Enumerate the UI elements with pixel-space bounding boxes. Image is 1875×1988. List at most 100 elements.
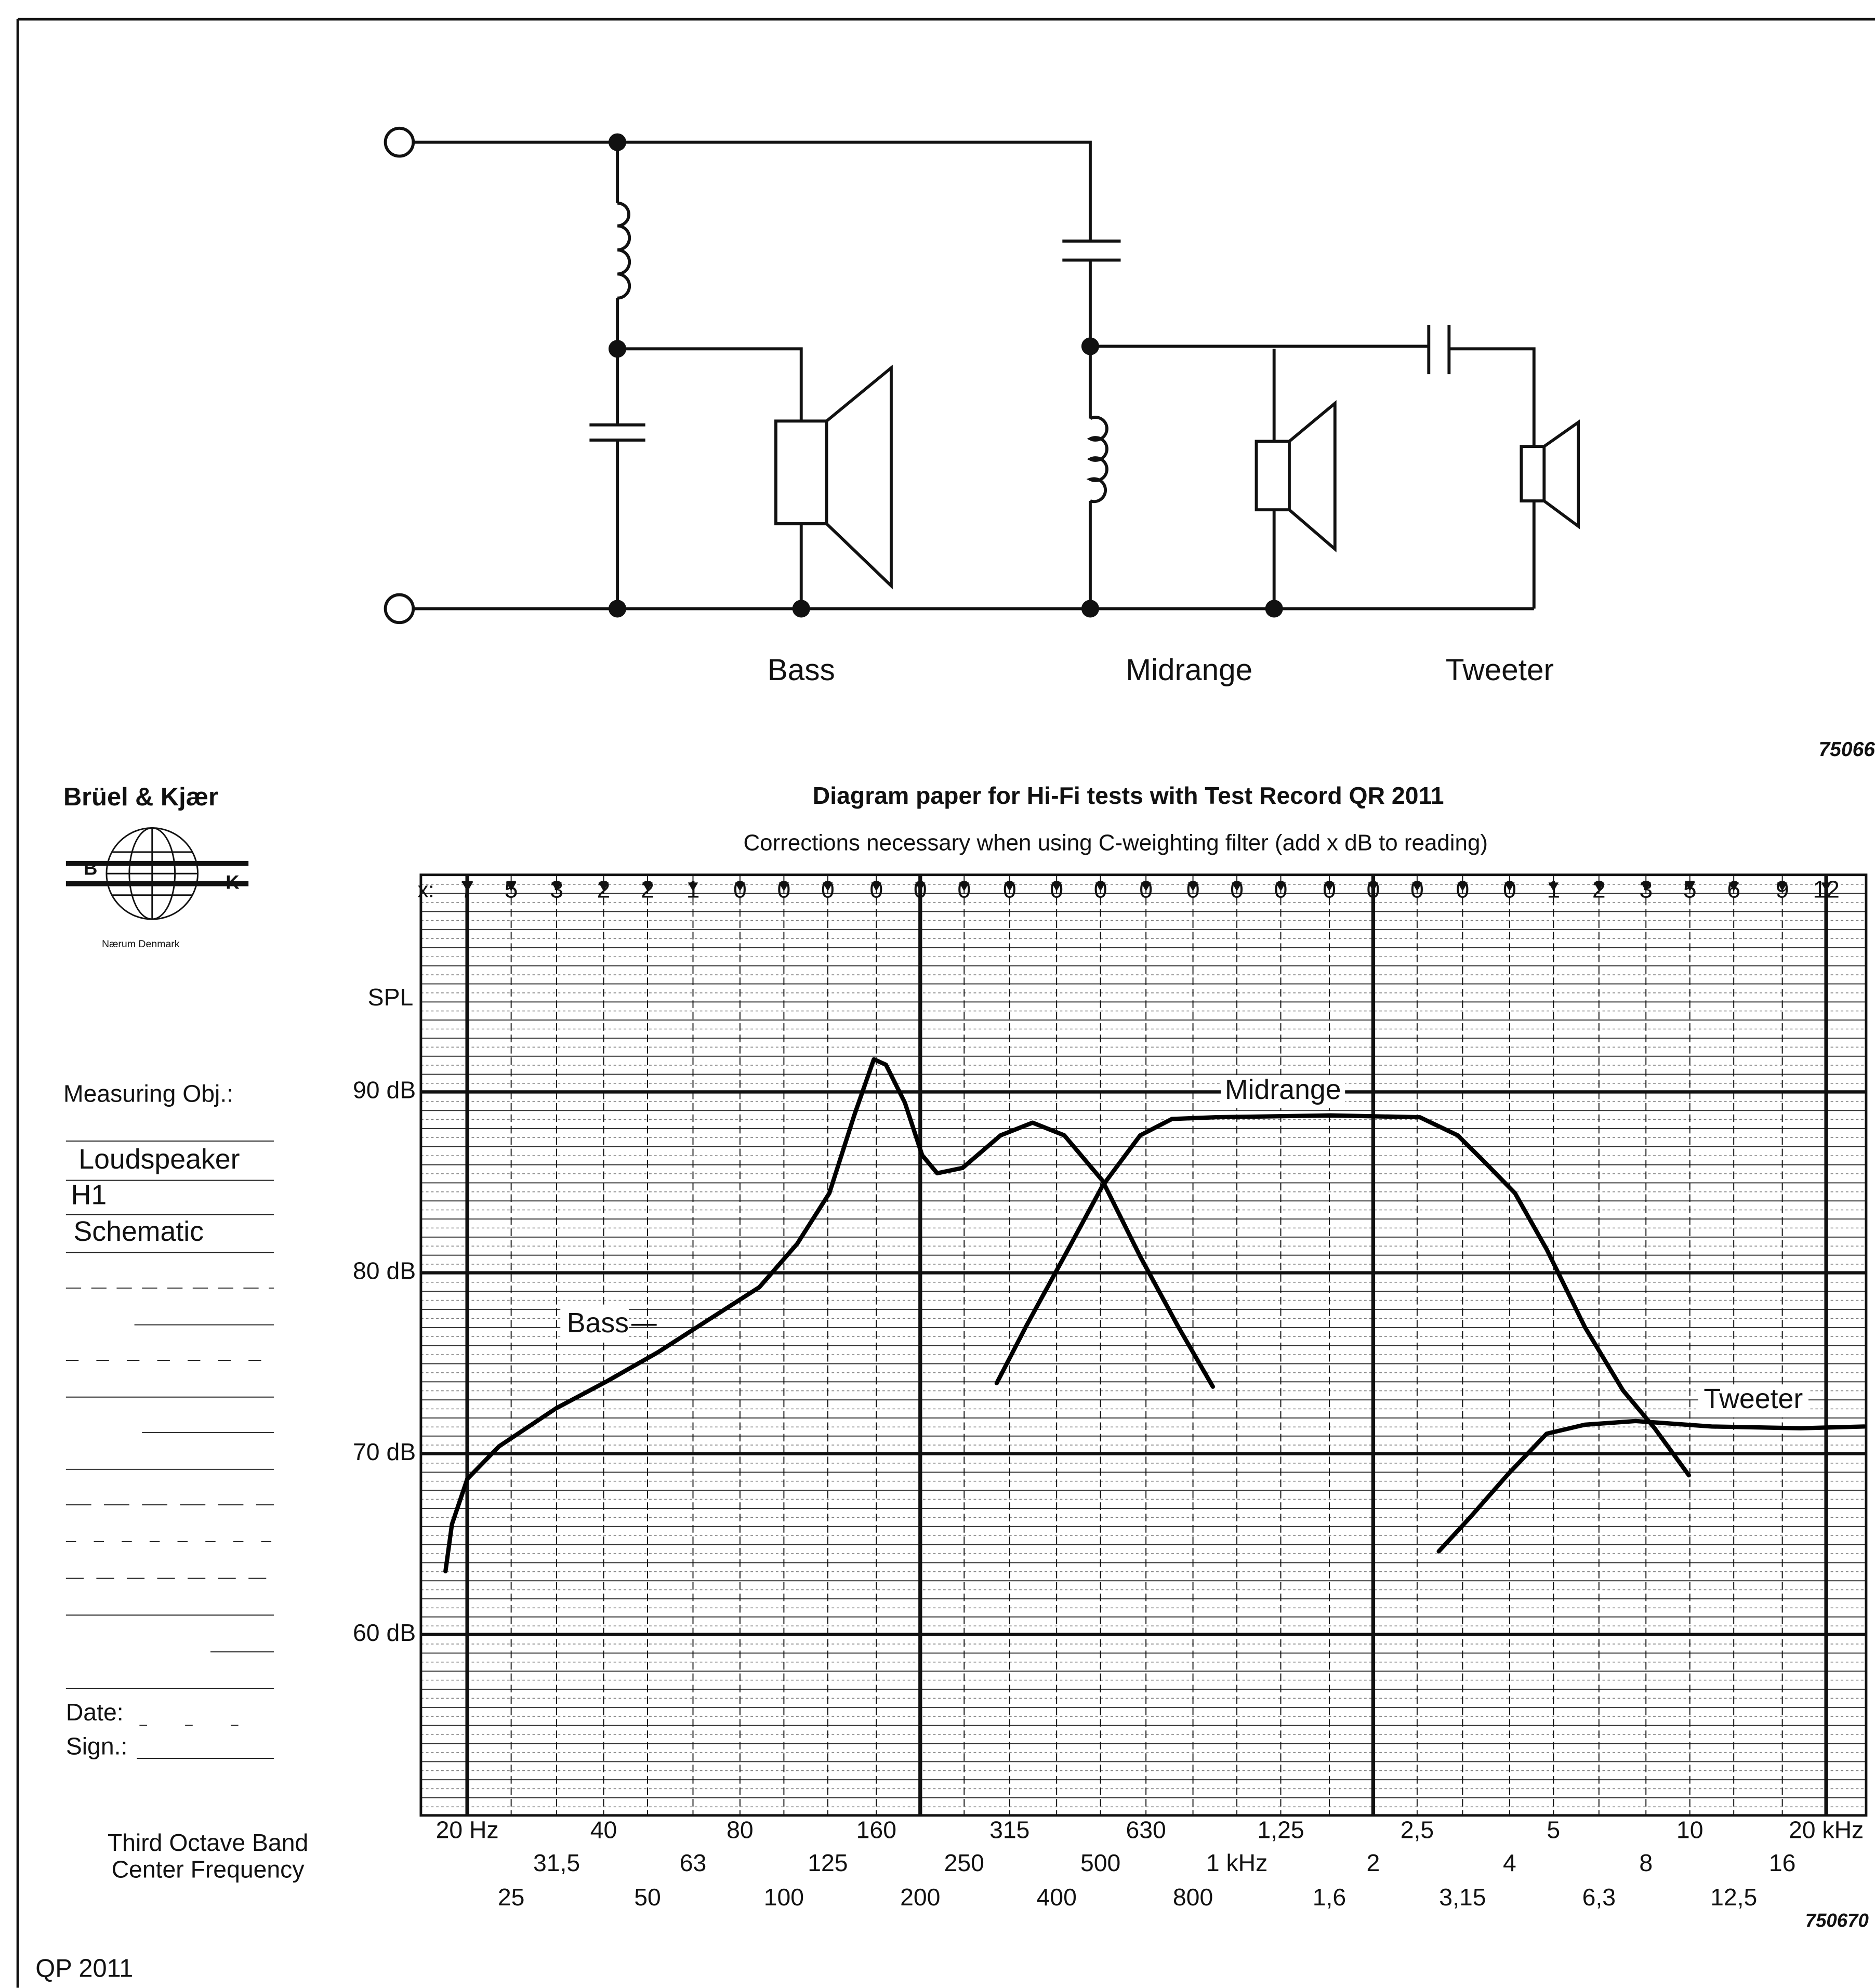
correction-value: 0 <box>957 876 971 903</box>
x-tick-label: 6,3 <box>1582 1884 1616 1911</box>
tick-marker <box>1095 882 1106 892</box>
inductor <box>617 201 631 300</box>
series-line <box>443 1057 1216 1574</box>
tick-marker <box>1684 882 1695 892</box>
tweeter-cone <box>1543 419 1580 529</box>
x-tick-label: 3,15 <box>1439 1884 1486 1911</box>
tick-marker <box>1728 882 1739 892</box>
form-id: QP 2011 <box>35 1954 133 1982</box>
x-tick-label: 125 <box>808 1849 848 1876</box>
x-tick-label: 10 <box>1676 1817 1704 1844</box>
tick-marker <box>1548 882 1559 892</box>
tick-marker <box>871 882 882 892</box>
correction-value: 1 <box>686 876 700 903</box>
x-tick-label: 315 <box>989 1817 1029 1844</box>
correction-value: 0 <box>1003 876 1016 903</box>
correction-value: 0 <box>1050 876 1063 903</box>
tick-marker <box>1141 882 1151 892</box>
series-label-bg <box>560 1308 629 1342</box>
x-tick-label: 1,6 <box>1313 1884 1346 1911</box>
x-tick-label: 16 <box>1769 1849 1796 1876</box>
midrange-speaker <box>1255 440 1291 512</box>
correction-value: 2 <box>597 876 611 903</box>
x-tick-label: 2 <box>1367 1849 1380 1876</box>
x-tick-label: 160 <box>856 1817 896 1844</box>
x-tick-label: 800 <box>1173 1884 1213 1911</box>
correction-value: 3 <box>1639 876 1653 903</box>
junction <box>1081 337 1100 355</box>
x-tick-label: 20 Hz <box>436 1817 499 1844</box>
form-entry: Loudspeaker <box>78 1144 240 1175</box>
junction <box>1081 600 1100 618</box>
tick-marker <box>598 882 609 892</box>
series-label: Tweeter <box>1704 1383 1803 1414</box>
x-tick-label: 31,5 <box>533 1849 580 1876</box>
x-tick-label: 2,5 <box>1401 1817 1434 1844</box>
correction-value: 7 <box>460 876 474 903</box>
x-tick-label: 630 <box>1126 1817 1166 1844</box>
y-tick-label: 70 dB <box>353 1438 416 1465</box>
x-tick-label: 400 <box>1037 1884 1077 1911</box>
logo <box>65 827 249 920</box>
x-tick-label: 200 <box>900 1884 940 1911</box>
measuring-obj: Measuring Obj.: <box>63 1080 233 1107</box>
logo-letter: B <box>84 858 97 879</box>
correction-value: 12 <box>1813 876 1840 903</box>
midrange-cone <box>1288 400 1337 553</box>
correction-value: 0 <box>733 876 747 903</box>
logo-letter: K <box>226 871 240 893</box>
correction-value: 1 <box>1547 876 1560 903</box>
correction-value: 0 <box>1094 876 1107 903</box>
correction-value: 0 <box>1503 876 1516 903</box>
junction <box>792 600 810 618</box>
x-tick-label: 8 <box>1639 1849 1653 1876</box>
series-label-bg <box>1221 1075 1345 1108</box>
y-axis-label: SPL <box>368 984 414 1011</box>
bass-cone <box>825 364 893 590</box>
chart-subtitle: Corrections necessary when using C-weigh… <box>743 830 1488 856</box>
junction <box>608 600 627 618</box>
correction-value: 0 <box>1230 876 1244 903</box>
correction-label: x: <box>417 877 434 902</box>
x-tick-label: 20 kHz <box>1789 1817 1864 1844</box>
left-panel: Brüel & Kjær B K Nærum Denmark Measuring… <box>35 783 308 1982</box>
correction-value: 2 <box>641 876 654 903</box>
tick-marker <box>1275 882 1286 892</box>
x-tick-label: 100 <box>764 1884 804 1911</box>
terminal <box>384 593 415 625</box>
series-label: Midrange <box>1225 1074 1341 1105</box>
correction-value: 0 <box>1456 876 1470 903</box>
wire <box>413 140 1534 611</box>
correction-value: 0 <box>821 876 835 903</box>
tick-marker <box>1504 882 1515 892</box>
correction-value: 0 <box>1410 876 1424 903</box>
y-tick-label: 60 dB <box>353 1619 416 1646</box>
plot-area <box>419 873 1868 1817</box>
tick-marker <box>462 882 472 892</box>
tick-marker <box>778 882 789 892</box>
circuit-label: Bass <box>768 653 835 687</box>
tick-marker <box>1821 882 1831 892</box>
chart-title: Diagram paper for Hi-Fi tests with Test … <box>813 782 1444 809</box>
circuit-label: Midrange <box>1126 653 1252 687</box>
circuit: Bass Midrange Tweeter <box>384 126 1580 687</box>
terminal <box>384 126 415 158</box>
x-tick-label: 250 <box>944 1849 984 1876</box>
code-bottom: 750670 <box>1805 1910 1869 1931</box>
tick-marker <box>735 882 745 892</box>
brand: Brüel & Kjær <box>63 783 218 811</box>
bass-speaker <box>774 419 828 525</box>
junction <box>608 340 627 358</box>
form-entry: H1 <box>71 1179 107 1210</box>
y-tick-label: 90 dB <box>353 1077 416 1104</box>
tick-marker <box>1187 882 1198 892</box>
correction-value: 0 <box>1186 876 1200 903</box>
location: Nærum Denmark <box>102 938 180 950</box>
form-entry: Schematic <box>73 1216 204 1247</box>
circuit-label: Tweeter <box>1446 653 1554 687</box>
correction-value: 9 <box>1776 876 1789 903</box>
tick-marker <box>551 882 562 892</box>
series-label-bg <box>1698 1384 1808 1417</box>
